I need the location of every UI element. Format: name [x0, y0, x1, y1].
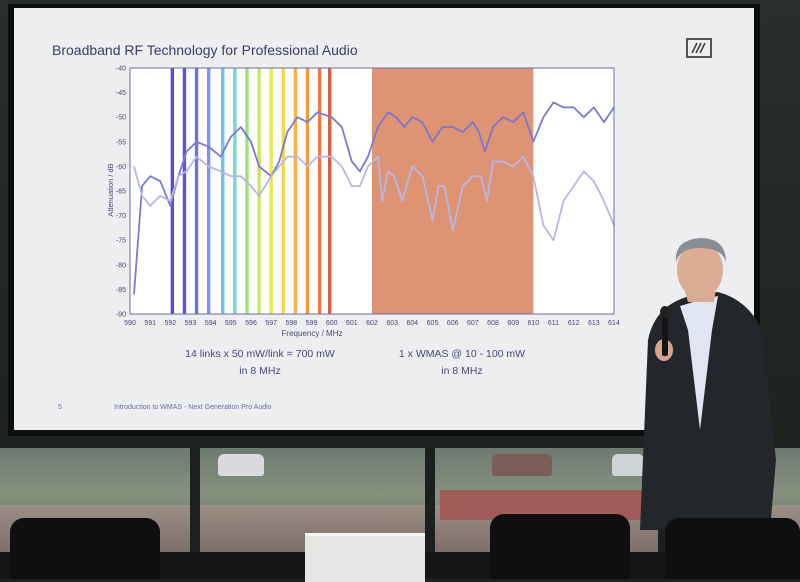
window-mullion [425, 448, 435, 552]
caption-right: 1 x WMAS @ 10 - 100 mW in 8 MHz [352, 346, 572, 380]
caption-right-line2: in 8 MHz [441, 365, 483, 377]
y-tick-label: -70 [116, 213, 126, 220]
x-tick-label: 612 [568, 320, 580, 327]
side-table [305, 533, 425, 582]
caption-left-line2: in 8 MHz [239, 365, 281, 377]
carrier-line-9 [269, 68, 273, 314]
carrier-line-3 [194, 68, 199, 314]
y-tick-label: -80 [116, 262, 126, 269]
y-tick-label: -55 [116, 139, 126, 146]
x-tick-label: 609 [507, 320, 519, 327]
x-tick-label: 595 [225, 320, 237, 327]
x-tick-label: 596 [245, 320, 257, 327]
brand-logo-icon [686, 38, 712, 58]
x-tick-label: 602 [366, 320, 378, 327]
y-tick-label: -40 [116, 66, 126, 73]
series-line-1 [133, 101, 615, 295]
x-tick-label: 600 [326, 320, 338, 327]
y-tick-label: -50 [116, 115, 126, 122]
microphone [662, 310, 668, 356]
x-tick-label: 592 [164, 320, 176, 327]
carrier-line-8 [257, 68, 261, 314]
x-tick-label: 611 [548, 320, 559, 327]
x-tick-label: 601 [346, 320, 358, 327]
audience-chair [490, 514, 630, 579]
carrier-line-4 [206, 68, 211, 314]
y-tick-label: -60 [116, 164, 126, 171]
microphone-head [660, 306, 670, 318]
y-axis-label: Attenuation / dB [106, 163, 115, 216]
x-tick-label: 598 [285, 320, 297, 327]
slide-footer-text: Introduction to WMAS - Next Generation P… [114, 404, 272, 411]
y-tick-label: -85 [116, 287, 126, 294]
parked-car [218, 454, 264, 476]
caption-right-line1: 1 x WMAS @ 10 - 100 mW [398, 348, 526, 360]
y-tick-label: -90 [116, 312, 126, 319]
y-tick-label: -75 [116, 238, 126, 245]
x-tick-label: 603 [386, 320, 398, 327]
caption-left: 14 links x 50 mW/link = 700 mW in 8 MHz [150, 346, 370, 380]
plot-frame [129, 67, 615, 315]
carrier-line-2 [182, 68, 187, 314]
x-tick-label: 593 [185, 320, 197, 327]
carrier-line-11 [293, 68, 298, 314]
slide-title: Broadband RF Technology for Professional… [52, 42, 358, 58]
speaker-hair [675, 238, 726, 262]
x-tick-label: 591 [144, 320, 156, 327]
carrier-line-1 [170, 68, 175, 314]
parked-car [492, 454, 552, 476]
x-tick-label: 614 [608, 320, 620, 327]
series-line-2 [133, 155, 615, 242]
speaker-face [677, 242, 723, 298]
carrier-line-12 [305, 68, 310, 314]
carrier-line-13 [317, 68, 322, 314]
carrier-line-6 [233, 68, 237, 314]
x-tick-label: 597 [265, 320, 277, 327]
x-tick-label: 590 [124, 320, 136, 327]
x-tick-label: 608 [487, 320, 499, 327]
x-axis-label: Frequency / MHz [282, 329, 343, 338]
carrier-line-5 [221, 68, 225, 314]
y-tick-label: -65 [116, 189, 126, 196]
caption-left-line1: 14 links x 50 mW/link = 700 mW [185, 348, 335, 360]
carrier-line-7 [245, 68, 249, 314]
speaker-jacket [640, 292, 776, 530]
y-tick-label: -45 [116, 90, 126, 97]
audience-chair [665, 518, 800, 579]
x-tick-label: 613 [588, 320, 600, 327]
speaker-shirt [680, 296, 718, 430]
carrier-line-14 [327, 68, 332, 314]
window-mullion [190, 448, 200, 552]
x-tick-label: 594 [205, 320, 217, 327]
slide-page-number: 5 [58, 404, 62, 411]
audience-chair [10, 518, 160, 579]
x-tick-label: 604 [406, 320, 418, 327]
x-tick-label: 605 [427, 320, 439, 327]
carrier-line-10 [281, 68, 285, 314]
parked-car [612, 454, 644, 476]
x-tick-label: 607 [467, 320, 479, 327]
x-tick-label: 606 [447, 320, 459, 327]
x-tick-label: 599 [306, 320, 318, 327]
x-tick-label: 610 [527, 320, 539, 327]
